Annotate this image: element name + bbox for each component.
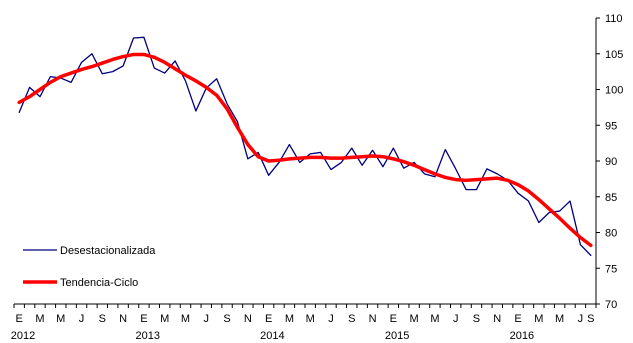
x-tick-label: M [534,313,543,325]
x-tick-label: N [369,313,377,325]
series-lines [17,36,593,257]
legend-label: Desestacionalizada [60,245,156,257]
y-tick-label: 70 [605,299,617,311]
x-tick-label: J [578,313,584,325]
x-tick-label: N [493,313,501,325]
y-tick-label: 95 [605,120,617,132]
x-tick-label: J [328,313,334,325]
x-tick-label: S [473,313,480,325]
x-tick-label: M [35,313,44,325]
x-tick-label: N [119,313,127,325]
x-tick-label: M [285,313,294,325]
x-tick-label: S [587,313,594,325]
y-tick-label: 85 [605,192,617,204]
y-tick-label: 110 [605,13,623,25]
x-tick-label: E [140,313,147,325]
x-tick-label: S [223,313,230,325]
x-tick-label: E [265,313,272,325]
y-tick-label: 75 [605,263,617,275]
y-tick-label: 100 [605,85,623,97]
x-tick-label: E [390,313,397,325]
x-tick-label: N [244,313,252,325]
x-tick-label: E [16,313,23,325]
x-year-label: 2015 [385,330,409,342]
x-year-label: 2012 [11,330,35,342]
x-tick-label: E [514,313,521,325]
y-tick-label: 105 [605,49,623,61]
x-tick-label: J [79,313,85,325]
x-tick-label: S [348,313,355,325]
series-line-tendencia-ciclo [17,52,593,248]
y-tick-label: 90 [605,156,617,168]
x-tick-label: S [99,313,106,325]
x-tick-label: M [410,313,419,325]
x-year-label: 2013 [135,330,159,342]
x-tick-label: M [306,313,315,325]
legend: Desestacionalizada Tendencia-Ciclo [23,245,156,289]
x-year-label: 2014 [260,330,284,342]
y-tick-label: 80 [605,228,617,240]
x-tick-label: J [453,313,459,325]
x-tick-label: M [160,313,169,325]
x-year-label: 2016 [510,330,534,342]
x-tick-label: M [181,313,190,325]
y-axis: 70 75 80 85 90 95 100 105 110 [595,13,623,311]
series-line-desestacionalizada [18,36,592,257]
x-tick-label: M [555,313,564,325]
x-tick-label: J [204,313,210,325]
x-tick-label: M [56,313,65,325]
legend-label: Tendencia-Ciclo [60,277,138,289]
x-tick-label: M [430,313,439,325]
